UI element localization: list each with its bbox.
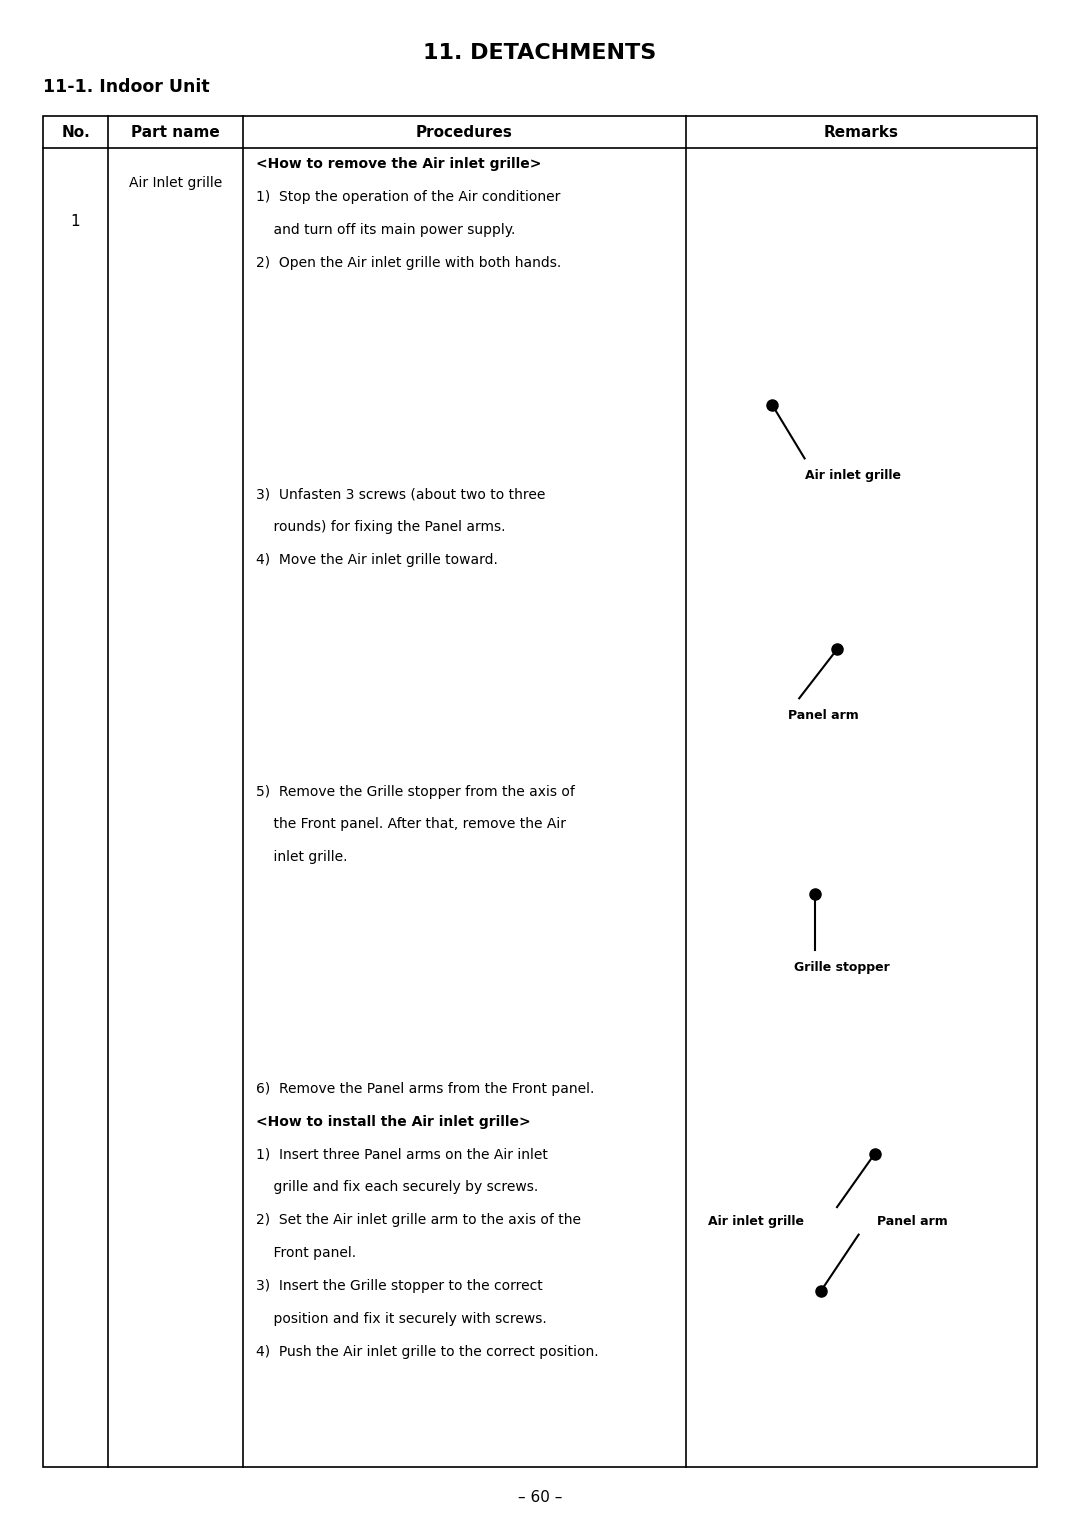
Text: 4)  Move the Air inlet grille toward.: 4) Move the Air inlet grille toward. [256, 553, 498, 567]
Text: Grille stopper: Grille stopper [794, 961, 890, 975]
Text: and turn off its main power supply.: and turn off its main power supply. [256, 223, 515, 237]
Text: inlet grille.: inlet grille. [256, 850, 348, 865]
Text: 6)  Remove the Panel arms from the Front panel.: 6) Remove the Panel arms from the Front … [256, 1082, 594, 1096]
Text: the Front panel. After that, remove the Air: the Front panel. After that, remove the … [256, 817, 566, 831]
Text: Front panel.: Front panel. [256, 1245, 356, 1261]
Text: Panel arm: Panel arm [788, 709, 860, 723]
Text: <How to remove the Air inlet grille>: <How to remove the Air inlet grille> [256, 157, 541, 171]
Text: Air inlet grille: Air inlet grille [708, 1215, 804, 1229]
Text: 11. DETACHMENTS: 11. DETACHMENTS [423, 43, 657, 64]
Text: Part name: Part name [131, 125, 220, 139]
Text: 11-1. Indoor Unit: 11-1. Indoor Unit [43, 78, 210, 96]
Text: 3)  Unfasten 3 screws (about two to three: 3) Unfasten 3 screws (about two to three [256, 487, 545, 501]
Text: position and fix it securely with screws.: position and fix it securely with screws… [256, 1311, 546, 1326]
Bar [43, 116, 1037, 1467]
Text: Air Inlet grille: Air Inlet grille [129, 176, 222, 191]
Text: Remarks: Remarks [824, 125, 899, 139]
Text: <How to install the Air inlet grille>: <How to install the Air inlet grille> [256, 1114, 530, 1129]
Text: 1)  Stop the operation of the Air conditioner: 1) Stop the operation of the Air conditi… [256, 191, 561, 205]
Text: 4)  Push the Air inlet grille to the correct position.: 4) Push the Air inlet grille to the corr… [256, 1345, 598, 1358]
Text: rounds) for fixing the Panel arms.: rounds) for fixing the Panel arms. [256, 520, 505, 535]
Text: 3)  Insert the Grille stopper to the correct: 3) Insert the Grille stopper to the corr… [256, 1279, 543, 1293]
Text: Panel arm: Panel arm [877, 1215, 948, 1229]
Text: 5)  Remove the Grille stopper from the axis of: 5) Remove the Grille stopper from the ax… [256, 784, 575, 799]
Text: Procedures: Procedures [416, 125, 513, 139]
Text: 2)  Set the Air inlet grille arm to the axis of the: 2) Set the Air inlet grille arm to the a… [256, 1213, 581, 1227]
Text: No.: No. [62, 125, 90, 139]
Text: 1)  Insert three Panel arms on the Air inlet: 1) Insert three Panel arms on the Air in… [256, 1148, 548, 1161]
Text: – 60 –: – 60 – [517, 1490, 563, 1505]
Text: Air inlet grille: Air inlet grille [805, 469, 901, 483]
Text: grille and fix each securely by screws.: grille and fix each securely by screws. [256, 1180, 538, 1195]
Text: 1: 1 [71, 214, 80, 229]
Text: 2)  Open the Air inlet grille with both hands.: 2) Open the Air inlet grille with both h… [256, 255, 562, 270]
